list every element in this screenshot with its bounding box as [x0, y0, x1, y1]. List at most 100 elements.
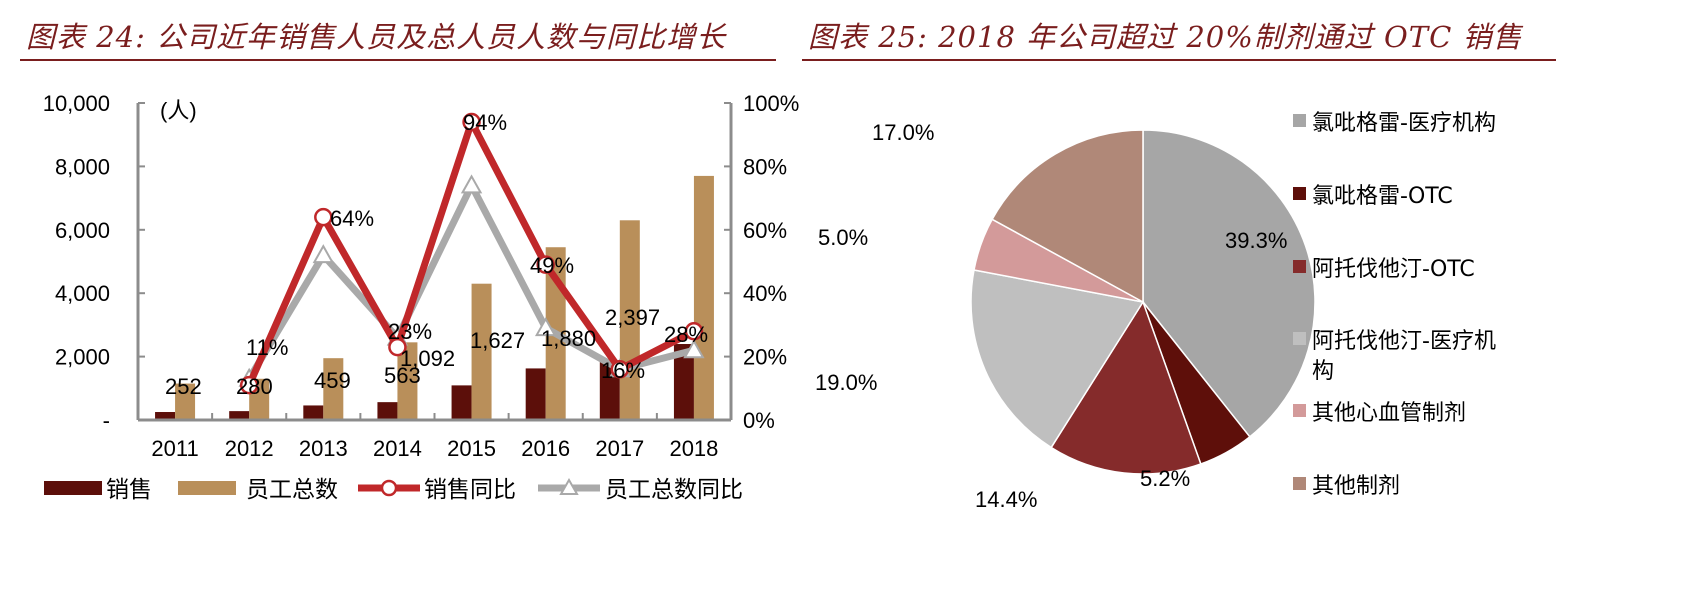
pie-slice [1142, 129, 1316, 438]
sales-value-label: 1,880 [541, 326, 596, 351]
pie-legend-label: 阿托伐他汀-OTC [1312, 257, 1475, 282]
sales-yoy-label: 16% [601, 358, 645, 383]
pie-legend-label: 氯吡格雷-医疗机构 [1312, 111, 1496, 136]
total-staff-bar [323, 358, 344, 420]
sales-value-label: 2,397 [605, 305, 660, 330]
total-staff-bar [175, 383, 196, 420]
y-right-tick-label: 60% [743, 218, 787, 243]
left-chart-title: 图表 24: 公司近年销售人员及总人员人数与同比增长 [26, 20, 727, 54]
x-tick-label: 2012 [225, 436, 274, 461]
pie-slice-label: 14.4% [975, 487, 1037, 512]
pie-slice-label: 19.0% [815, 370, 877, 395]
circle-marker-icon [380, 479, 398, 497]
y-left-tick-label: - [103, 408, 110, 433]
sales-bar [673, 344, 694, 420]
y-right-tick-label: 100% [743, 91, 799, 116]
sales-yoy-label: 28% [664, 322, 708, 347]
pie-legend-label: 其他心血管制剂 [1312, 401, 1466, 426]
pie-legend-swatch [1293, 260, 1306, 273]
pie-legend-swatch [1293, 187, 1306, 200]
legend-total-yoy-label: 员工总数同比 [605, 477, 743, 503]
sales-value-label: 1,627 [470, 328, 525, 353]
pie-slice-label: 17.0% [872, 120, 934, 145]
yoy-lines-group [238, 112, 705, 395]
pie-legend-label: 其他制剂 [1312, 474, 1400, 499]
left-legend: 销售 员工总数 销售同比 员工总数同比 [44, 477, 743, 503]
circle-marker-icon [610, 360, 630, 379]
sales-value-label: 563 [384, 363, 421, 388]
circle-marker-icon [684, 321, 704, 341]
y-left-tick-label: 6,000 [55, 218, 110, 243]
pie-legend-swatch [1293, 404, 1306, 417]
right-chart-title: 图表 25: 2018 年公司超过 20%制剂通过 OTC 销售 [808, 20, 1523, 54]
triangle-marker-icon [683, 339, 705, 359]
sales-value-label: 280 [236, 374, 273, 399]
legend-total-label: 员工总数 [246, 477, 338, 503]
pie-legend-label: 氯吡格雷-OTC [1312, 184, 1453, 209]
x-tick-label: 2015 [447, 436, 496, 461]
circle-marker-icon [462, 112, 481, 132]
pie-slice [991, 129, 1144, 304]
sales-bar [229, 411, 250, 420]
pie-labels: 39.3% 5.2% 14.4% 19.0% 5.0% 17.0% [815, 120, 1287, 512]
pie-legend-swatch [1293, 332, 1306, 345]
pie-slice [970, 269, 1145, 449]
unit-label: (人) [160, 98, 197, 123]
pie-slice [1050, 300, 1202, 475]
tick-group: - 0% 2,000 20% 4,000 40% 6,000 60% 8,000 80% 10,00… [43, 91, 800, 461]
y-left-tick-label: 2,000 [55, 345, 110, 370]
triangle-marker-icon [534, 317, 557, 337]
y-right-tick-label: 0% [743, 408, 775, 433]
circle-marker-icon [314, 207, 333, 227]
x-tick-label: 2017 [595, 436, 644, 461]
legend-total-swatch [178, 481, 236, 495]
pie-legend-label: 构 [1312, 359, 1334, 384]
triangle-marker-icon [460, 174, 483, 194]
x-tick-label: 2013 [299, 436, 348, 461]
right-title-rule [802, 59, 1556, 61]
sales-yoy-label: 49% [530, 253, 574, 278]
y-left-tick-label: 10,000 [43, 91, 110, 116]
y-left-tick-label: 4,000 [55, 281, 110, 306]
otc-pie-chart [970, 129, 1316, 475]
legend-sales-label: 销售 [106, 477, 152, 503]
legend-sales-swatch [44, 481, 102, 495]
total-staff-bar [397, 342, 418, 420]
x-tick-label: 2014 [373, 436, 422, 461]
sales-value-label: 459 [314, 368, 351, 393]
y-left-tick-label: 8,000 [55, 154, 110, 179]
sales-value-label: 252 [165, 374, 202, 399]
sales-bar [451, 385, 472, 420]
pie-slice-label: 5.2% [1140, 466, 1190, 491]
sales-bar [155, 412, 176, 420]
total-staff-bar [471, 283, 492, 420]
y-right-tick-label: 80% [743, 154, 787, 179]
pie-legend-swatch [1293, 114, 1306, 127]
circle-marker-icon [239, 375, 259, 395]
x-tick-label: 2011 [151, 436, 198, 461]
left-title-rule [20, 59, 776, 61]
y-right-tick-label: 20% [743, 345, 787, 370]
circle-marker-icon [536, 255, 555, 274]
x-tick-label: 2016 [521, 436, 570, 461]
pie-slice-label: 39.3% [1225, 228, 1287, 253]
sales-value-label: 1,092 [400, 346, 455, 371]
sales-bar [303, 405, 324, 420]
triangle-marker-icon [559, 477, 579, 495]
x-tick-label: 2018 [669, 436, 718, 461]
triangle-marker-icon [312, 244, 335, 264]
sales-yoy-label: 23% [388, 319, 432, 344]
total-staff-bar [693, 175, 714, 420]
sales-yoy-label: 11% [246, 335, 288, 360]
sales-bar [377, 402, 398, 420]
circle-marker-icon [388, 337, 407, 357]
sales-bar [525, 368, 546, 420]
pie-slice-label: 5.0% [818, 225, 868, 250]
sales-yoy-label: 94% [463, 110, 507, 135]
staff-combo-chart: - 0% 2,000 20% 4,000 40% 6,000 60% 8,000 80% 10,00… [43, 91, 800, 503]
legend-sales-yoy-label: 销售同比 [424, 477, 516, 503]
y-right-tick-label: 40% [743, 281, 787, 306]
